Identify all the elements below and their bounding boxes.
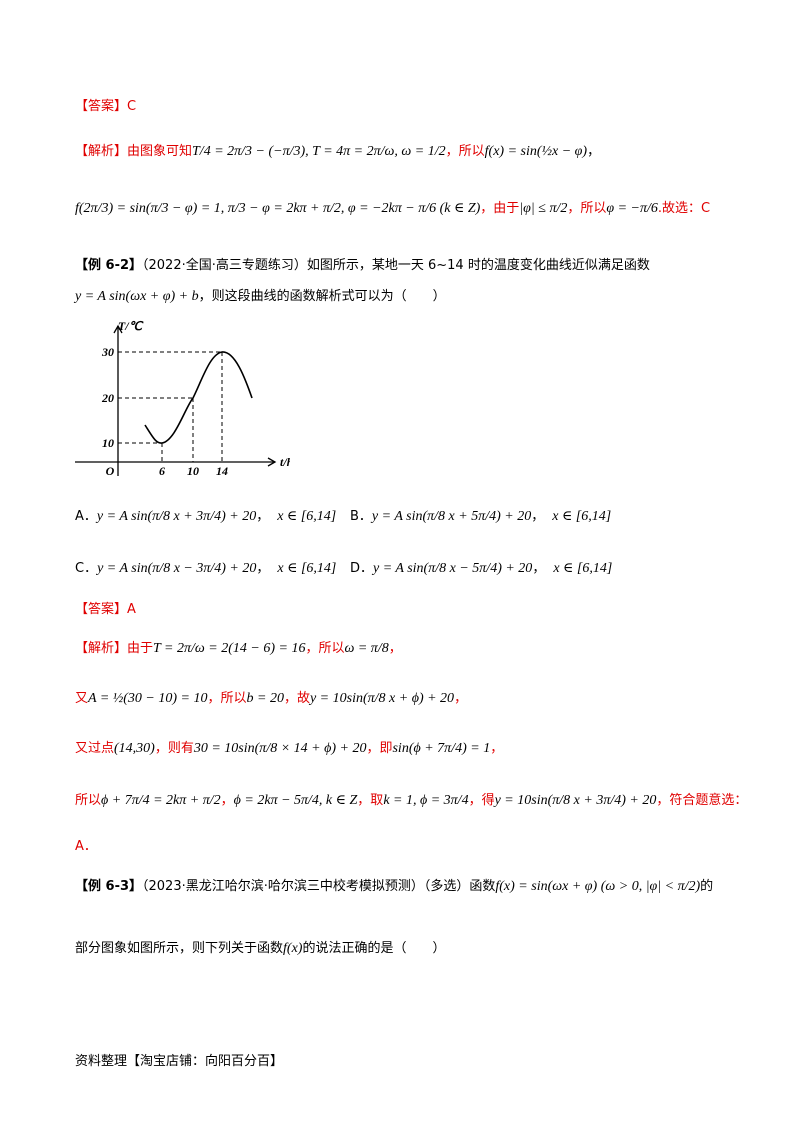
option: C．y = A sin(π/8 x − 3π/4) + 20， x ∈ [6,14… (75, 557, 336, 577)
text: 【答案】 (75, 99, 128, 114)
math: 30 = 10sin(π/8 × 14 + ϕ) + 20 (193, 741, 367, 756)
math: ω = π/8 (344, 641, 389, 656)
text-line: 部分图象如图所示，则下列关于函数f(x)的说法正确的是（ ） (75, 937, 445, 957)
math: x ∈ [6,14] (277, 561, 337, 576)
figure-label: 6 (159, 464, 165, 478)
math: |φ| ≤ π/2 (519, 201, 568, 216)
math: y = A sin(π/8 x − 3π/4) + 20 (97, 561, 257, 576)
text-line: 【解析】由图象可知T/4 = 2π/3 − (−π/3), T = 4π = 2… (75, 140, 600, 160)
math: x ∈ [6,14] (552, 509, 612, 524)
figure-label: 10 (187, 464, 199, 478)
math: f(x) = sin(ωx + φ) (ω > 0, |φ| < π/2) (495, 879, 701, 894)
math: (14,30) (114, 741, 155, 756)
text: ，得 (468, 793, 495, 808)
math: x ∈ [6,14] (553, 561, 613, 576)
math: sin(ϕ + 7π/4) = 1 (392, 741, 491, 756)
math: y = A sin(π/8 x + 5π/4) + 20 (371, 509, 532, 524)
text: ， (454, 691, 468, 706)
text: ，所以 (207, 691, 247, 706)
figure-label: 10 (102, 436, 114, 450)
text-line: y = A sin(ωx + φ) + b，则这段曲线的函数解析式可以为（ ） (75, 285, 446, 305)
figure-label: t/h (280, 455, 290, 469)
text: 的 (700, 879, 714, 894)
math: ϕ + 7π/4 = 2kπ + π/2 (101, 793, 221, 808)
text: ，故 (283, 691, 310, 706)
text: ， (388, 641, 402, 656)
text: 【答案】A (75, 602, 136, 617)
text-line: f(2π/3) = sin(π/3 − φ) = 1, π/3 − φ = 2k… (75, 197, 710, 217)
text: ，所以 (305, 641, 345, 656)
text: .故选：C (657, 201, 711, 216)
math: φ = −π/6 (606, 201, 658, 216)
text: ， (490, 741, 504, 756)
figure-label: 30 (101, 345, 114, 359)
figure-label: 20 (101, 391, 114, 405)
text: A． (75, 839, 97, 854)
text: ，符合题意选： (656, 793, 748, 808)
text-line: 又过点(14,30)，则有30 = 10sin(π/8 × 14 + ϕ) + … (75, 737, 503, 757)
math: y = 10sin(π/8 x + ϕ) + 20 (309, 691, 455, 706)
math: T/4 = 2π/3 − (−π/3), T = 4π = 2π/ω, ω = … (192, 144, 446, 159)
text-line: 【例 6-3】（2023·黑龙江哈尔滨·哈尔滨三中校考模拟预测）（多选）函数f(… (75, 875, 713, 895)
figure-label: O (106, 464, 115, 478)
text: ，所以 (567, 201, 607, 216)
text: 【解析】由图象可知 (75, 144, 193, 159)
math: b = 20 (246, 691, 284, 706)
text: ，即 (366, 741, 393, 756)
text: （2023·黑龙江哈尔滨·哈尔滨三中校考模拟预测）（多选）函数 (142, 879, 496, 894)
math: A = ½(30 − 10) = 10 (88, 691, 208, 706)
math: f(x) = sin(½x − φ) (484, 144, 588, 159)
math: T = 2π/ω = 2(14 − 6) = 16 (153, 641, 306, 656)
text: 的说法正确的是（ ） (302, 941, 446, 956)
text: ， (256, 561, 270, 576)
math: y = A sin(π/8 x − 5π/4) + 20 (373, 561, 533, 576)
text: 又 (75, 691, 89, 706)
footer: 资料整理【淘宝店铺：向阳百分百】 (75, 1054, 284, 1069)
option: D．y = A sin(π/8 x − 5π/4) + 20， x ∈ [6,14… (350, 557, 612, 577)
text-line: 所以ϕ + 7π/4 = 2kπ + π/2，ϕ = 2kπ − 5π/4, k… (75, 789, 747, 809)
text: 部分图象如图所示，则下列关于函数 (75, 941, 284, 956)
text: A． (75, 509, 97, 524)
figure-label: 14 (216, 464, 228, 478)
text: 所以 (75, 793, 102, 808)
text: B． (350, 509, 372, 524)
text-line: A． (75, 835, 97, 854)
text: 【例 6-3】 (75, 879, 143, 894)
math: x ∈ [6,14] (277, 509, 337, 524)
math: f(x) (283, 941, 303, 956)
text: ， (531, 509, 545, 524)
math: y = A sin(ωx + φ) + b (75, 289, 199, 304)
text-line: 【解析】由于T = 2π/ω = 2(14 − 6) = 16，所以ω = π/… (75, 637, 402, 657)
text: ， (587, 144, 601, 159)
math: ϕ = 2kπ − 5π/4, k ∈ Z (233, 793, 358, 808)
math: y = A sin(π/8 x + 3π/4) + 20 (96, 509, 257, 524)
text: ，取 (357, 793, 384, 808)
math: f(2π/3) = sin(π/3 − φ) = 1, π/3 − φ = 2k… (75, 201, 481, 216)
text: ，由于 (480, 201, 520, 216)
text: D． (350, 561, 374, 576)
text: ，则有 (154, 741, 194, 756)
text: ，则这段曲线的函数解析式可以为（ ） (198, 289, 446, 304)
text: ， (532, 561, 546, 576)
text: 【解析】由于 (75, 641, 154, 656)
text: ， (220, 793, 234, 808)
text: ， (256, 509, 270, 524)
text-line: 【答案】C (75, 95, 136, 114)
text-line: 【答案】A (75, 598, 136, 617)
text-line: 【例 6-2】（2022·全国·高三专题练习）如图所示，某地一天 6~14 时的… (75, 254, 650, 273)
text-line: 又A = ½(30 − 10) = 10，所以b = 20，故y = 10sin… (75, 687, 467, 707)
text: C (127, 99, 137, 114)
text: C． (75, 561, 98, 576)
option: B．y = A sin(π/8 x + 5π/4) + 20， x ∈ [6,14… (350, 505, 611, 525)
text: 又过点 (75, 741, 115, 756)
text: （2022·全国·高三专题练习）如图所示，某地一天 6~14 时的温度变化曲线近… (142, 258, 650, 273)
text: ，所以 (445, 144, 485, 159)
math: y = 10sin(π/8 x + 3π/4) + 20 (494, 793, 657, 808)
option: A．y = A sin(π/8 x + 3π/4) + 20， x ∈ [6,14… (75, 505, 336, 525)
temperature-figure: T/℃ t/h O 30 20 10 6 10 14 (75, 319, 290, 478)
text: 【例 6-2】 (75, 258, 143, 273)
figure-label: T/℃ (118, 319, 144, 333)
math: k = 1, ϕ = 3π/4 (383, 793, 469, 808)
